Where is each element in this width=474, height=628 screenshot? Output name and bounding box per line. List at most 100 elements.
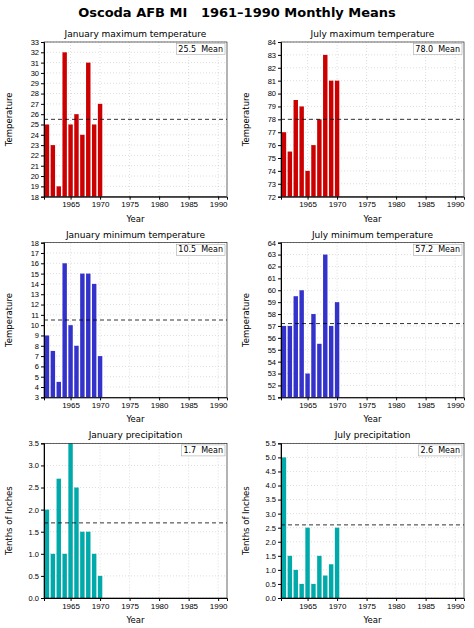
- x-tick: 1980: [388, 397, 406, 410]
- plot-frame: [44, 243, 227, 398]
- y-tick-label: 25: [31, 120, 39, 129]
- bar: [51, 351, 55, 397]
- mean-annotation: 57.2 Mean: [413, 244, 462, 255]
- grid-line-x: [188, 243, 189, 398]
- x-tick-mark: [189, 598, 190, 601]
- grid-line-y: [281, 80, 464, 81]
- x-tick: 1965: [62, 197, 80, 210]
- x-axis-title: Year: [126, 414, 146, 424]
- mean-annotation: 78.0 Mean: [413, 44, 462, 55]
- x-tick: 1975: [358, 598, 376, 611]
- x-tick-label: 1975: [358, 401, 376, 410]
- y-tick-mark: [278, 243, 281, 244]
- x-tick-label: 1970: [92, 602, 110, 611]
- y-tick-label: 3.5: [29, 439, 39, 448]
- y-tick-label: 76: [268, 141, 276, 150]
- mean-label: 10.5 Mean: [178, 245, 223, 254]
- y-tick: 0.5: [266, 580, 281, 589]
- x-tick: 1985: [180, 598, 198, 611]
- axis-line: [41, 43, 45, 198]
- y-tick-label: 1.5: [29, 528, 39, 537]
- bar: [305, 171, 309, 197]
- plot-area: [281, 55, 464, 197]
- bar: [323, 576, 327, 598]
- y-tick: 21: [31, 162, 44, 171]
- y-tick: 1.0: [266, 566, 281, 575]
- grid-line-x: [396, 443, 397, 598]
- x-tick-mark: [367, 397, 368, 400]
- bar: [317, 119, 321, 196]
- y-tick-label: 13: [31, 290, 39, 299]
- mean-label: 78.0 Mean: [415, 45, 460, 54]
- x-tick-label: 1990: [447, 200, 465, 209]
- y-tick-mark: [278, 278, 281, 279]
- x-tick-label: 1985: [417, 200, 435, 209]
- bar: [323, 255, 327, 398]
- plot-area: [44, 443, 227, 598]
- bar: [317, 344, 321, 398]
- bar: [57, 382, 61, 397]
- grid-line-y: [44, 83, 227, 84]
- x-tick: 1970: [329, 598, 347, 611]
- x-tick-mark: [218, 197, 219, 200]
- y-tick: 4: [35, 383, 44, 392]
- y-tick: 24: [31, 131, 44, 140]
- x-tick: 1965: [62, 598, 80, 611]
- y-tick: 83: [268, 51, 281, 60]
- x-tick-mark: [100, 397, 101, 400]
- y-tick: 59: [268, 298, 281, 307]
- y-tick: 78: [268, 115, 281, 124]
- grid-line-x: [188, 443, 189, 598]
- y-tick-mark: [278, 350, 281, 351]
- y-tick-label: 81: [268, 77, 276, 86]
- y-tick-mark: [278, 106, 281, 107]
- x-tick-mark: [337, 197, 338, 200]
- y-tick: 8: [35, 342, 44, 351]
- y-tick: 32: [31, 48, 44, 57]
- y-tick: 4.0: [266, 481, 281, 490]
- y-tick-label: 74: [268, 167, 276, 176]
- x-axis-title: Year: [126, 214, 146, 224]
- bar: [282, 457, 286, 598]
- bar: [62, 52, 66, 196]
- y-tick: 55: [268, 346, 281, 355]
- y-tick-mark: [41, 114, 44, 115]
- y-axis-title: Tenths of Inches: [4, 486, 14, 556]
- bar: [68, 325, 72, 397]
- y-tick: 15: [31, 270, 44, 279]
- x-tick-label: 1975: [358, 602, 376, 611]
- x-tick-label: 1970: [329, 200, 347, 209]
- grid-line-y: [281, 314, 464, 315]
- x-tick: 1985: [417, 397, 435, 410]
- subplot: 1965197019751980198519900.00.51.01.52.02…: [4, 430, 228, 625]
- x-tick-label: 1965: [299, 401, 317, 410]
- y-axis: 0.00.51.01.52.02.53.03.54.04.55.05.5: [266, 439, 282, 603]
- y-tick-label: 7: [35, 352, 39, 361]
- x-tick-mark: [159, 598, 160, 601]
- x-axis: 196519701975198019851990: [282, 397, 466, 410]
- bar: [299, 106, 303, 196]
- grid-line-y: [44, 283, 227, 284]
- y-tick-mark: [278, 570, 281, 571]
- y-tick: 75: [268, 154, 281, 163]
- grid-line-x: [455, 443, 456, 598]
- y-tick-mark: [278, 290, 281, 291]
- y-tick-mark: [278, 584, 281, 585]
- x-tick-label: 1990: [210, 200, 228, 209]
- axis-line: [41, 243, 45, 398]
- x-tick: 1975: [121, 197, 139, 210]
- mean-annotation: 25.5 Mean: [176, 44, 225, 55]
- x-tick-label: 1985: [180, 602, 198, 611]
- plot-area: [44, 263, 227, 397]
- grid-line-y: [281, 119, 464, 120]
- y-tick-label: 62: [268, 262, 276, 271]
- grid-line-y: [281, 337, 464, 338]
- y-tick-label: 29: [31, 79, 39, 88]
- y-tick-label: 82: [268, 64, 276, 73]
- x-tick-label: 1975: [358, 200, 376, 209]
- x-tick: 1985: [417, 598, 435, 611]
- y-tick: 28: [31, 89, 44, 98]
- subplot: 1965197019751980198519900.00.51.01.52.02…: [241, 430, 465, 625]
- x-tick-label: 1990: [210, 401, 228, 410]
- y-tick-label: 3.0: [29, 461, 39, 470]
